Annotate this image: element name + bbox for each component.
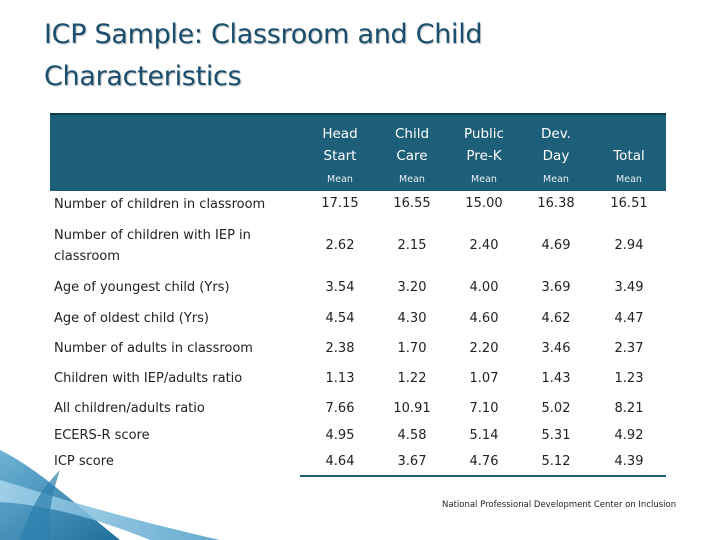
table-cell: 3.67 xyxy=(397,454,427,469)
column-subheader: Mean xyxy=(399,174,425,185)
table-cell: 8.21 xyxy=(614,401,644,416)
column-header-line1 xyxy=(594,123,664,145)
row-label: Number of adults in classroom xyxy=(54,341,253,356)
table-cell: 16.51 xyxy=(610,196,648,211)
table-cell: 3.49 xyxy=(614,280,644,295)
column-header-line1: Child xyxy=(394,126,430,142)
table-cell: 17.15 xyxy=(321,196,359,211)
table-cell: 1.23 xyxy=(614,371,644,386)
table-header-band xyxy=(50,113,666,191)
column-subheader: Mean xyxy=(543,174,569,185)
table-cell: 1.22 xyxy=(397,371,427,386)
column-header-line2: Care xyxy=(396,148,428,164)
row-label: All children/adults ratio xyxy=(54,401,205,416)
table-cell: 2.15 xyxy=(397,238,427,253)
footer-credit: National Professional Development Center… xyxy=(442,500,677,510)
table-cell: 5.31 xyxy=(541,428,571,443)
column-header-line1: Dev. xyxy=(541,126,571,142)
table-cell: 3.54 xyxy=(325,280,355,295)
table-cell: 16.55 xyxy=(393,196,431,211)
table-cell: 4.39 xyxy=(614,454,644,469)
column-header-line1: Public xyxy=(464,126,504,142)
table-cell: 5.14 xyxy=(469,428,499,443)
column-header-line1: Head xyxy=(322,126,358,142)
table-cell: 4.95 xyxy=(325,428,355,443)
row-label: ICP score xyxy=(54,454,114,469)
table-cell: 3.69 xyxy=(541,280,571,295)
table-cell: 4.30 xyxy=(397,311,427,326)
table-cell: 4.64 xyxy=(325,454,355,469)
column-subheader: Mean xyxy=(616,174,642,185)
table-cell: 2.94 xyxy=(614,238,644,253)
table-cell: 5.02 xyxy=(541,401,571,416)
table-cell: 7.10 xyxy=(469,401,499,416)
table-cell: 2.20 xyxy=(469,341,499,356)
row-label: ECERS-R score xyxy=(54,428,150,443)
table-cell: 7.66 xyxy=(325,401,355,416)
table-cell: 2.40 xyxy=(469,238,499,253)
table-cell: 1.13 xyxy=(325,371,355,386)
row-label: Children with IEP/adults ratio xyxy=(54,371,243,386)
column-subheader: Mean xyxy=(327,174,353,185)
table-cell: 3.20 xyxy=(397,280,427,295)
table-cell: 4.62 xyxy=(541,311,571,326)
slide-title-line1: ICP Sample: Classroom and Child xyxy=(44,19,483,50)
table-cell: 4.76 xyxy=(469,454,499,469)
column-header-head-start: Head Start xyxy=(305,123,375,167)
table-cell: 1.70 xyxy=(397,341,427,356)
table-cell: 4.92 xyxy=(614,428,644,443)
table-cell: 3.46 xyxy=(541,341,571,356)
table-cell: 4.00 xyxy=(469,280,499,295)
table-cell: 2.62 xyxy=(325,238,355,253)
table-cell: 16.38 xyxy=(537,196,575,211)
table-cell: 1.07 xyxy=(469,371,499,386)
row-label: Number of children in classroom xyxy=(54,197,266,212)
table-cell: 4.54 xyxy=(325,311,355,326)
column-header-line2: Pre-K xyxy=(466,148,502,164)
table-cell: 4.58 xyxy=(397,428,427,443)
table-cell: 4.69 xyxy=(541,238,571,253)
slide-title: ICP Sample: Classroom and Child Characte… xyxy=(44,14,604,98)
column-header-line2: Day xyxy=(542,148,570,164)
row-label: Age of youngest child (Yrs) xyxy=(54,280,230,295)
table-cell: 10.91 xyxy=(393,401,431,416)
column-header-public-prek: Public Pre-K xyxy=(449,123,519,167)
table-cell: 15.00 xyxy=(465,196,503,211)
table-cell: 5.12 xyxy=(541,454,571,469)
decorative-swoosh xyxy=(0,450,220,540)
column-header-dev-day: Dev. Day xyxy=(521,123,591,167)
column-header-child-care: Child Care xyxy=(377,123,447,167)
table-bottom-rule xyxy=(300,475,666,477)
slide-title-line2: Characteristics xyxy=(44,61,242,92)
table-cell: 2.37 xyxy=(614,341,644,356)
row-label: Age of oldest child (Yrs) xyxy=(54,311,209,326)
row-label: Number of children with IEP in classroom xyxy=(54,228,251,264)
column-header-line2: Total xyxy=(613,148,645,164)
table-cell: 2.38 xyxy=(325,341,355,356)
table-cell: 1.43 xyxy=(541,371,571,386)
table-cell: 4.47 xyxy=(614,311,644,326)
column-header-line2: Start xyxy=(323,148,357,164)
table-cell: 4.60 xyxy=(469,311,499,326)
column-subheader: Mean xyxy=(471,174,497,185)
column-header-total: Total xyxy=(594,123,664,167)
